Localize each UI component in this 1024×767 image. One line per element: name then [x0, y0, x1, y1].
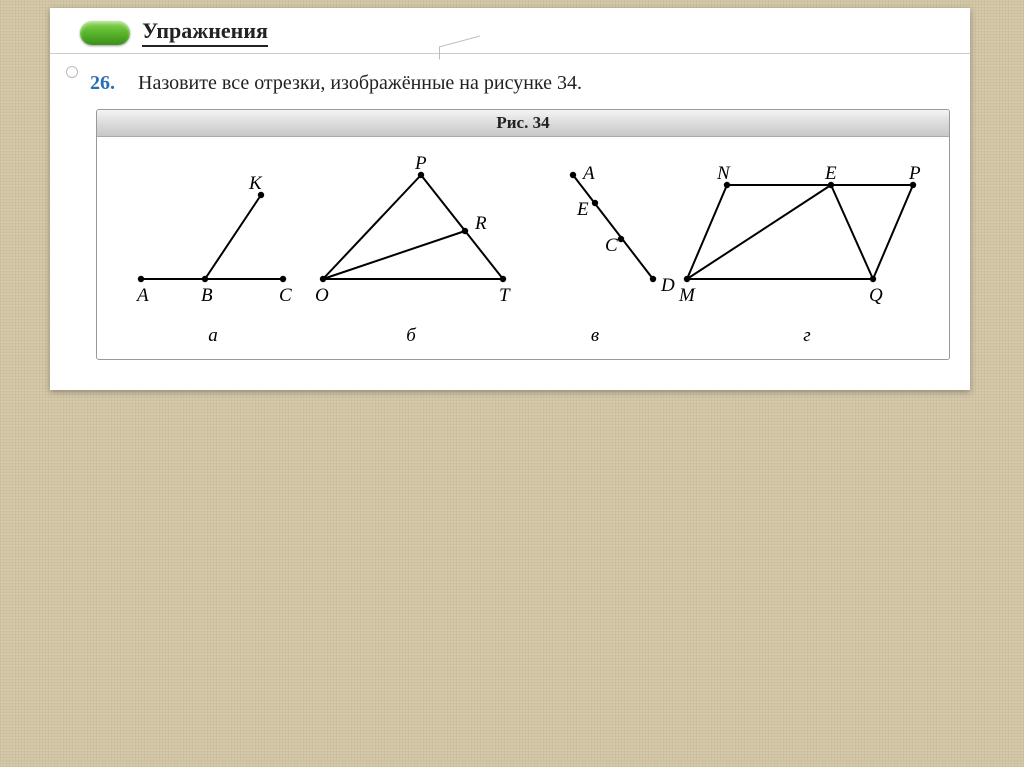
question-number: 26.: [90, 72, 138, 95]
segment: [873, 185, 913, 279]
point-label: A: [135, 285, 149, 306]
point-label: P: [414, 153, 427, 174]
figure-title: Рис. 34: [97, 110, 949, 137]
point: [618, 236, 624, 242]
section-title: Упражнения: [142, 18, 268, 47]
point-label: M: [678, 285, 696, 306]
point: [500, 276, 506, 282]
point-label: O: [315, 285, 329, 306]
point-label: N: [716, 163, 731, 184]
binder-ring-icon: [66, 66, 78, 78]
subfigure-label: б: [406, 325, 417, 346]
point-label: T: [499, 285, 511, 306]
point: [570, 172, 576, 178]
point-label: E: [576, 199, 589, 220]
point-label: Q: [869, 285, 883, 306]
point: [320, 276, 326, 282]
subfigure-label: в: [591, 325, 599, 346]
subfigure-label: а: [208, 325, 218, 346]
subfigure-label: г: [803, 325, 810, 346]
figure-frame: Рис. 34 ABCKаOTPRбAECDвMQNEPг: [96, 109, 950, 360]
segment: [687, 185, 831, 279]
point-label: C: [279, 285, 292, 306]
point-label: B: [201, 285, 213, 306]
point: [650, 276, 656, 282]
point: [280, 276, 286, 282]
section-header: Упражнения: [50, 8, 970, 54]
page: Упражнения 26. Назовите все отрезки, изо…: [50, 8, 970, 390]
question-text: Назовите все отрезки, изображённые на ри…: [138, 72, 582, 95]
point: [462, 228, 468, 234]
segment: [205, 195, 261, 279]
figure-body: ABCKаOTPRбAECDвMQNEPг: [97, 137, 949, 359]
segment: [421, 175, 503, 279]
point-label: R: [474, 213, 487, 234]
point-label: A: [581, 163, 595, 184]
point-label: E: [824, 163, 837, 184]
point: [202, 276, 208, 282]
point: [592, 200, 598, 206]
point-label: P: [908, 163, 921, 184]
point-label: D: [660, 275, 675, 296]
segment: [831, 185, 873, 279]
header-pill-icon: [80, 21, 130, 45]
segment: [573, 175, 653, 279]
point: [870, 276, 876, 282]
figure-svg: ABCKаOTPRбAECDвMQNEPг: [105, 149, 941, 349]
point-label: C: [605, 235, 618, 256]
point: [684, 276, 690, 282]
question-row: 26. Назовите все отрезки, изображённые н…: [50, 54, 970, 105]
point-label: K: [248, 173, 263, 194]
point: [138, 276, 144, 282]
